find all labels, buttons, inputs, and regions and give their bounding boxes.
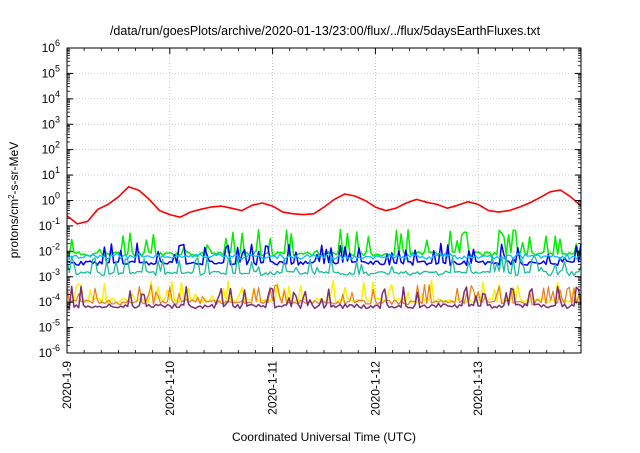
x-tick-label: 2020-1-13	[471, 361, 485, 416]
series-layer	[66, 185, 582, 310]
y-tick-label: 100	[42, 191, 60, 208]
y-axis-label: protons/cm2-s-sr-MeV	[7, 142, 22, 258]
y-axis-label-rest: -s-sr-MeV	[7, 142, 21, 195]
chart-title: /data/run/goesPlots/archive/2020-01-13/2…	[110, 24, 541, 38]
x-tick-label: 2020-1-11	[266, 361, 280, 415]
y-tick-label: 102	[42, 140, 60, 157]
y-axis-label-main: protons/cm	[7, 199, 21, 258]
y-tick-labels: 10-6 10-5 10-4 10-3 10-2 10-1 100 101 102 103 104 1…	[39, 38, 60, 360]
series-line-5	[66, 279, 582, 304]
y-tick-label: 10-5	[39, 318, 60, 335]
x-tick-labels: 2020-1-9 2020-1-10 2020-1-11 2020-1-12 2020-…	[60, 361, 485, 416]
y-tick-label: 10-1	[39, 216, 60, 233]
series-line-6	[66, 284, 582, 306]
series-line-1	[66, 228, 582, 257]
y-tick-label: 104	[42, 89, 60, 106]
x-tick-label: 2020-1-12	[368, 361, 382, 416]
x-tick-label: 2020-1-9	[60, 361, 74, 409]
y-tick-label: 103	[42, 114, 60, 131]
series-line-4	[66, 254, 582, 277]
y-tick-label: 10-4	[39, 292, 60, 309]
series-line-0	[66, 185, 582, 225]
y-tick-label: 10-3	[39, 267, 60, 284]
y-tick-label: 105	[42, 63, 60, 80]
y-tick-label: 101	[42, 165, 60, 182]
axis-ticks	[66, 47, 581, 354]
series-line-7	[66, 285, 582, 310]
y-tick-label: 10-6	[39, 343, 60, 360]
series-line-2	[66, 242, 582, 267]
x-axis-label: Coordinated Universal Time (UTC)	[232, 430, 416, 444]
x-tick-label: 2020-1-10	[163, 361, 177, 416]
y-axis-label-sup: 2	[7, 194, 16, 199]
series-line-3	[66, 252, 582, 261]
y-tick-label: 10-2	[39, 241, 60, 258]
y-tick-label: 106	[42, 38, 60, 55]
